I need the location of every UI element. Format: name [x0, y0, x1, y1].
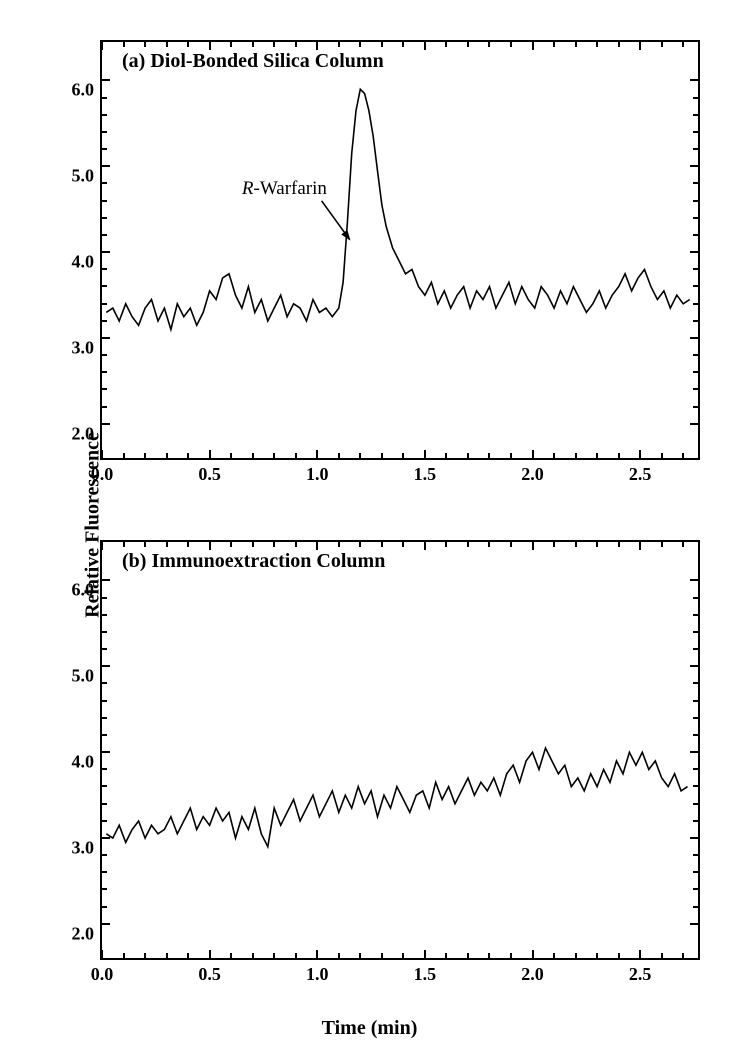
xtick-label: 2.0	[521, 958, 544, 985]
x-axis-label: Time (min)	[0, 1017, 739, 1040]
xtick-label: 2.5	[629, 958, 652, 985]
panel-a: (a) Diol-Bonded Silica Column R-Warfarin…	[100, 40, 700, 460]
xtick-label: 1.5	[414, 458, 437, 485]
xtick-label: 1.0	[306, 958, 329, 985]
xtick-label: 0.5	[198, 458, 221, 485]
ytick-label: 6.0	[72, 80, 103, 101]
chromatogram-line-b	[102, 542, 694, 954]
ytick-label: 5.0	[72, 166, 103, 187]
chromatogram-line-a	[102, 42, 694, 454]
panel-b: (b) Immunoextraction Column 2.03.04.05.0…	[100, 540, 700, 960]
ytick-label: 4.0	[72, 752, 103, 773]
xtick-label: 2.0	[521, 458, 544, 485]
ytick-label: 3.0	[72, 837, 103, 858]
xtick-label: 2.5	[629, 458, 652, 485]
xtick-label: 1.0	[306, 458, 329, 485]
ytick-label: 2.0	[72, 423, 103, 444]
ytick-label: 4.0	[72, 252, 103, 273]
xtick-label: 1.5	[414, 958, 437, 985]
ytick-label: 5.0	[72, 666, 103, 687]
ytick-label: 2.0	[72, 923, 103, 944]
xtick-label: 0.0	[91, 458, 114, 485]
xtick-label: 0.5	[198, 958, 221, 985]
ytick-label: 6.0	[72, 580, 103, 601]
xtick-label: 0.0	[91, 958, 114, 985]
ytick-label: 3.0	[72, 337, 103, 358]
chromatogram-figure: Relative Fluorescence Time (min) (a) Dio…	[0, 0, 739, 1050]
